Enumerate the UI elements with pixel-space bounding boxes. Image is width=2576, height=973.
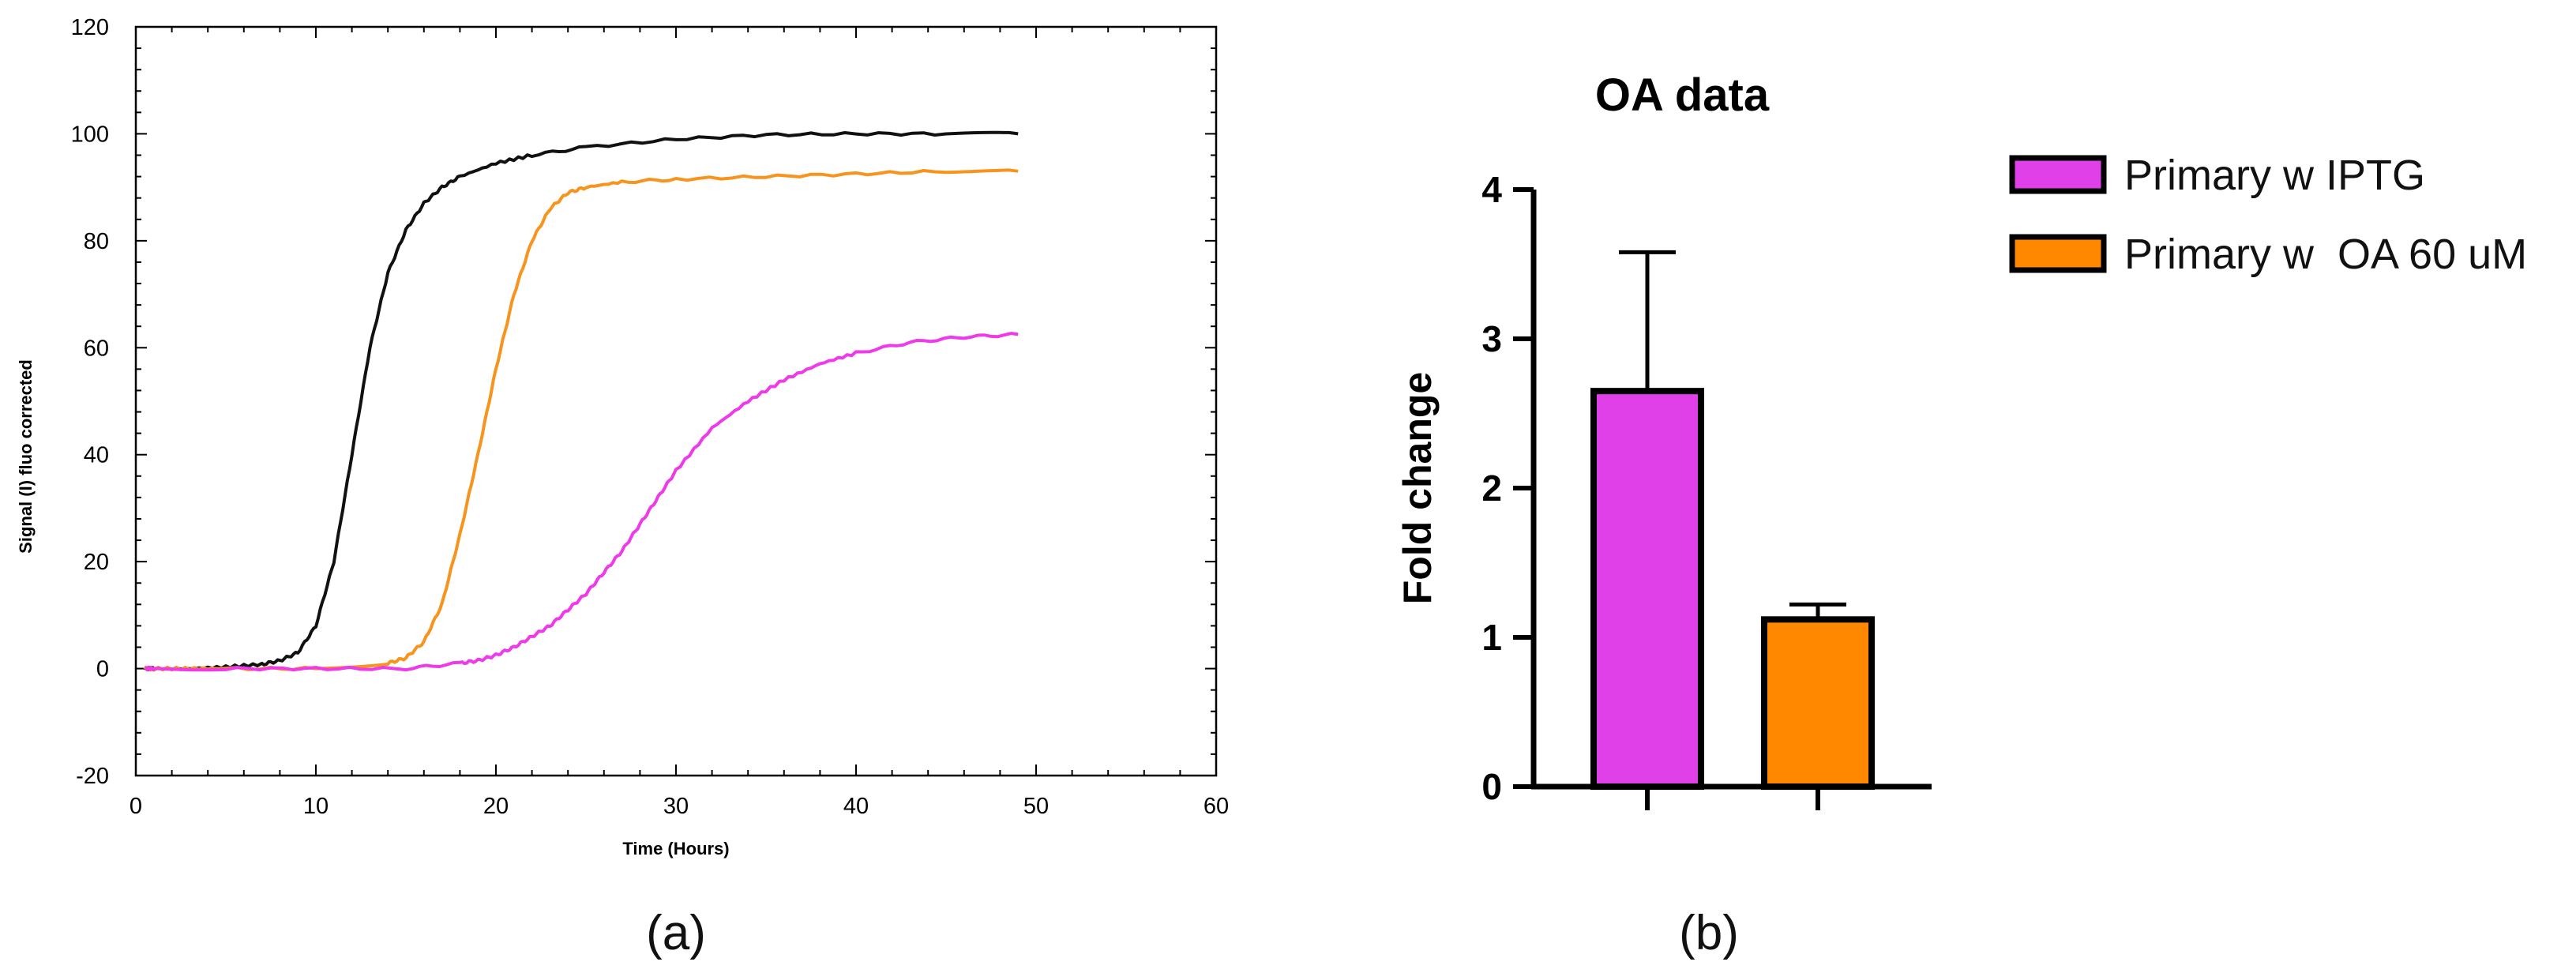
x-tick-label-a: 20 <box>483 794 509 819</box>
y-tick-label-a: 80 <box>84 229 109 254</box>
y-tick-label-a: 40 <box>84 443 109 468</box>
legend-label-2: Primary w OA 60 uM <box>2124 231 2527 278</box>
x-tick-label-a: 10 <box>303 794 329 819</box>
series-lines-a <box>143 130 1019 672</box>
y-tick-label-b: 4 <box>1481 169 1502 210</box>
y-tick-label-b: 3 <box>1481 318 1502 359</box>
legend-swatch-1 <box>2009 155 2107 194</box>
chart-title-b: OA data <box>1595 70 1770 121</box>
x-tick-label-a: 50 <box>1023 794 1049 819</box>
x-tick-label-a: 0 <box>130 794 142 819</box>
bar-1 <box>1590 388 1704 790</box>
y-tick-label-b: 2 <box>1481 468 1502 509</box>
tick-marks-a <box>135 26 1217 776</box>
y-tick-label-b: 1 <box>1481 617 1502 658</box>
bar-2 <box>1761 616 1875 790</box>
x-axis-label-a: Time (Hours) <box>622 839 729 858</box>
y-tick-label-a: 100 <box>71 122 109 147</box>
series-line-black <box>143 130 1019 672</box>
series-line-magenta <box>144 332 1019 672</box>
bars-b <box>1590 250 1875 790</box>
y-tick-label-a: 120 <box>71 15 109 40</box>
y-tick-label-a: -20 <box>76 764 109 789</box>
bar-chart-panel-b: OA data 0 1 2 3 4 Fold change Primary w IPTG… <box>1395 70 2527 810</box>
legend-label-1: Primary w IPTG <box>2124 152 2425 199</box>
x-tick-label-a: 40 <box>843 794 869 819</box>
axes-b <box>1513 187 1932 810</box>
y-tick-label-a: 60 <box>84 336 109 361</box>
x-tick-label-a: 60 <box>1204 794 1229 819</box>
y-tick-label-a: 20 <box>84 550 109 575</box>
y-axis-label-a: Signal (I) fluo corrected <box>16 359 36 554</box>
x-tick-label-a: 30 <box>663 794 689 819</box>
legend-swatch-2 <box>2009 234 2107 273</box>
y-tick-labels-a: -20 0 20 40 60 80 100 120 <box>71 15 109 789</box>
x-tick-labels-a: 0 10 20 30 40 50 60 <box>130 794 1229 819</box>
y-axis-label-b: Fold change <box>1395 372 1440 604</box>
panel-label-a: (a) <box>646 906 706 960</box>
panel-label-b: (b) <box>1679 906 1739 960</box>
y-tick-label-a: 0 <box>96 657 109 682</box>
y-tick-label-b: 0 <box>1481 766 1502 807</box>
y-tick-labels-b: 0 1 2 3 4 <box>1481 169 1502 807</box>
legend-b: Primary w IPTG Primary w OA 60 uM <box>2009 152 2527 278</box>
line-chart-panel-a: -20 0 20 40 60 80 100 120 0 10 20 30 40 50 60 Time (H… <box>16 15 1229 858</box>
